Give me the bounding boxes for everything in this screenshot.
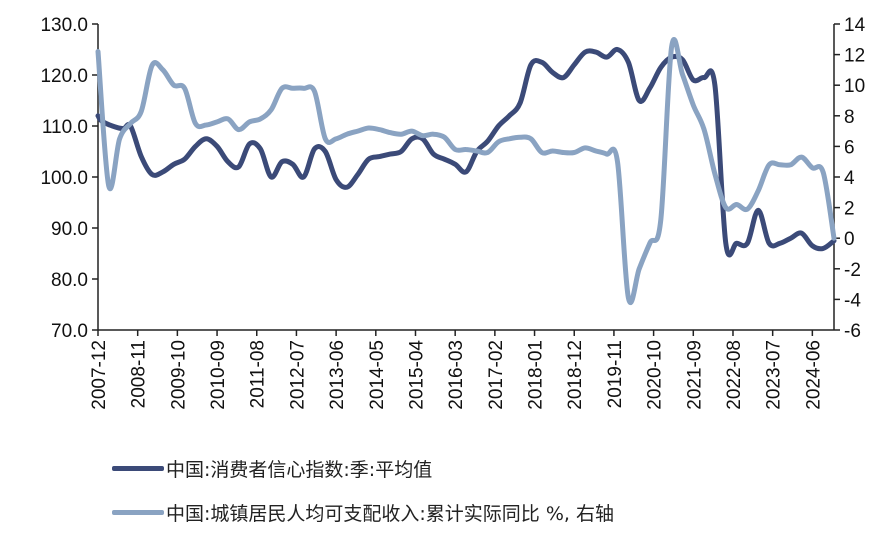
x-tick-label: 2013-06: [327, 340, 348, 410]
x-tick-label: 2019-11: [605, 340, 626, 408]
right-tick-label: 12: [844, 46, 865, 67]
x-tick-label: 2012-07: [287, 340, 308, 410]
x-tick-label: 2015-04: [406, 340, 427, 410]
chart-axes: [97, 24, 835, 331]
x-tick-label: 2020-10: [645, 340, 666, 410]
x-tick-label: 2008-11: [129, 340, 150, 408]
legend-label: 中国:城镇居民人均可支配收入:累计实际同比 %, 右轴: [166, 503, 614, 525]
left-tick-label: 90.0: [51, 219, 88, 240]
right-tick-label: -2: [844, 260, 861, 281]
right-tick-label: 2: [844, 199, 855, 220]
right-tick-label: 10: [844, 76, 865, 97]
right-tick-label: 8: [844, 107, 855, 128]
x-axis-ticks: 2007-12 2008-11 2009-10 2010-09 2011-08 2012-…: [89, 330, 824, 410]
left-tick-label: 70.0: [51, 321, 88, 342]
series-line-consumer-confidence: [95, 46, 837, 258]
x-tick-label: 2007-12: [89, 340, 110, 410]
left-tick-label: 120.0: [40, 66, 88, 87]
left-tick-label: 80.0: [51, 270, 88, 291]
legend-item-income-growth: 中国:城镇居民人均可支配收入:累计实际同比 %, 右轴: [112, 499, 614, 526]
right-tick-label: 0: [844, 229, 855, 250]
series-layer: [95, 37, 837, 305]
x-tick-label: 2023-07: [764, 340, 785, 410]
left-axis-ticks: 130.0 120.0 110.0 100.0 90.0 80.0 70.0: [40, 15, 98, 342]
x-tick-label: 2021-09: [684, 340, 705, 410]
legend-label: 中国:消费者信心指数:季:平均值: [166, 459, 433, 481]
x-tick-label: 2017-02: [486, 340, 507, 410]
right-tick-label: -6: [844, 321, 861, 342]
legend-swatch: [112, 466, 164, 471]
x-tick-label: 2011-08: [248, 340, 269, 408]
right-tick-label: 6: [844, 137, 855, 158]
series-line-income-growth: [95, 37, 837, 305]
left-tick-label: 130.0: [40, 15, 88, 36]
left-tick-label: 110.0: [42, 117, 88, 138]
right-axis-ticks: 14 12 10 8 6 4 2 0 -2 -4 -6: [834, 15, 866, 342]
right-tick-label: 4: [844, 168, 855, 189]
legend-swatch: [112, 510, 164, 515]
x-tick-label: 2009-10: [168, 340, 189, 410]
x-tick-label: 2018-12: [565, 340, 586, 410]
x-tick-label: 2018-01: [526, 340, 547, 410]
x-tick-label: 2014-05: [367, 340, 388, 410]
x-tick-label: 2024-06: [803, 340, 824, 410]
x-tick-label: 2016-03: [446, 340, 467, 410]
left-tick-label: 100.0: [40, 168, 88, 189]
x-tick-label: 2022-08: [724, 340, 745, 410]
right-tick-label: 14: [844, 15, 866, 36]
legend-item-consumer-confidence: 中国:消费者信心指数:季:平均值: [112, 455, 432, 482]
right-tick-label: -4: [844, 290, 861, 311]
x-tick-label: 2010-09: [208, 340, 229, 410]
